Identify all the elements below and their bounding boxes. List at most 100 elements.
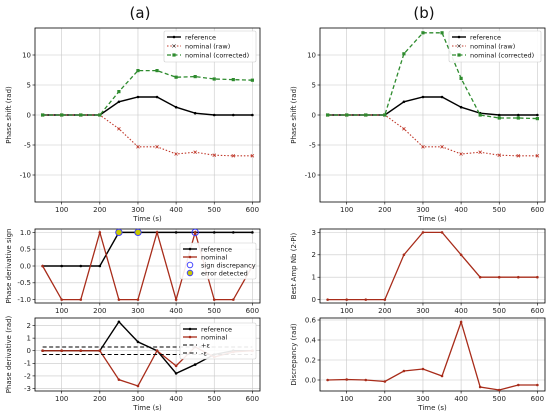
x-tick-label: 400 bbox=[454, 307, 467, 315]
data-point bbox=[497, 153, 502, 157]
y-tick-label: 0 bbox=[312, 111, 316, 119]
data-point bbox=[364, 113, 368, 117]
data-point bbox=[536, 275, 539, 279]
data-point bbox=[98, 231, 102, 234]
legend-marker bbox=[188, 255, 192, 259]
data-point bbox=[41, 113, 45, 117]
data-point bbox=[478, 113, 482, 117]
x-tick-label: 400 bbox=[169, 395, 182, 403]
data-point bbox=[440, 31, 444, 35]
data-point-stroke bbox=[155, 145, 159, 149]
legend-label: nominal bbox=[201, 253, 227, 261]
series-line-nominal-raw- bbox=[327, 114, 538, 157]
data-point bbox=[459, 152, 463, 156]
legend-box bbox=[179, 242, 257, 280]
y-tick-label: -0.5 bbox=[17, 279, 31, 287]
y-tick-label: 3 bbox=[312, 229, 316, 237]
y-tick-label: 0.2 bbox=[305, 356, 316, 364]
x-tick-label: 500 bbox=[493, 395, 506, 403]
legend-label: +ε bbox=[201, 341, 210, 349]
data-point-stroke bbox=[402, 127, 406, 131]
data-point bbox=[212, 113, 216, 117]
data-point bbox=[440, 145, 444, 149]
x-tick-label: 200 bbox=[378, 395, 391, 403]
data-point bbox=[136, 298, 140, 301]
legend-label: nominal (raw) bbox=[185, 42, 230, 50]
data-point bbox=[117, 90, 121, 94]
data-point bbox=[174, 364, 178, 368]
sign-discrepancy-marker bbox=[115, 228, 123, 237]
data-point bbox=[497, 275, 501, 279]
data-point bbox=[212, 298, 216, 301]
axes-frame bbox=[34, 317, 261, 392]
data-point bbox=[98, 349, 102, 353]
data-point bbox=[174, 152, 178, 156]
legend-marker bbox=[172, 35, 176, 39]
series-line-reference bbox=[42, 96, 253, 116]
data-point bbox=[155, 231, 159, 234]
y-tick-label: -5 bbox=[24, 141, 31, 149]
data-point-stroke bbox=[193, 150, 197, 154]
x-tick-label: 400 bbox=[454, 395, 467, 403]
y-tick-label: 0 bbox=[27, 347, 31, 355]
y-axis-label: Phase shift (rad) bbox=[290, 86, 298, 144]
y-tick-label: 2 bbox=[312, 251, 316, 259]
data-point bbox=[326, 113, 330, 117]
series-line-nominal-corrected- bbox=[327, 32, 538, 120]
legend-box bbox=[163, 30, 257, 63]
data-point bbox=[250, 78, 254, 82]
data-point bbox=[98, 264, 102, 268]
y-tick-label: -10 bbox=[20, 171, 31, 179]
data-point bbox=[117, 100, 121, 104]
data-point bbox=[60, 264, 63, 268]
data-point bbox=[459, 320, 463, 324]
y-tick-label: 0.5 bbox=[20, 246, 31, 254]
x-tick-label: 200 bbox=[378, 307, 391, 315]
y-tick-label: 0.0 bbox=[305, 376, 316, 384]
data-point bbox=[232, 113, 235, 117]
data-point bbox=[364, 378, 368, 382]
x-tick-label: 400 bbox=[169, 206, 182, 214]
x-tick-label: 500 bbox=[208, 395, 221, 403]
legend-marker bbox=[188, 335, 192, 339]
data-point bbox=[79, 349, 83, 353]
x-tick-label: 100 bbox=[340, 206, 353, 214]
data-point bbox=[516, 116, 520, 120]
legend-label: nominal (raw) bbox=[470, 42, 515, 50]
x-tick-label: 600 bbox=[531, 206, 544, 214]
y-tick-label: -2 bbox=[24, 372, 31, 380]
legend-label: nominal (corrected) bbox=[470, 51, 534, 59]
data-point bbox=[232, 231, 235, 234]
y-axis-label: Phase shift (rad) bbox=[5, 86, 13, 144]
y-tick-label: 0 bbox=[27, 111, 31, 119]
data-point bbox=[497, 113, 501, 117]
data-point-stroke bbox=[231, 154, 236, 158]
data-point bbox=[383, 380, 387, 383]
data-point bbox=[440, 374, 444, 378]
data-point bbox=[98, 113, 102, 117]
chart-b-bot: 100 200 300 400 500 600 0.0 0.2 0.4 0.6 Time (s) Di… bbox=[290, 316, 546, 412]
y-tick-label: 10 bbox=[22, 51, 31, 59]
panel-title-a: (a) bbox=[130, 4, 151, 22]
data-point bbox=[193, 231, 197, 234]
data-point bbox=[60, 349, 63, 353]
y-tick-label: 10 bbox=[307, 51, 316, 59]
data-point bbox=[345, 113, 349, 117]
y-tick-label: 5 bbox=[27, 81, 31, 89]
x-tick-label: 400 bbox=[169, 307, 182, 315]
data-point bbox=[345, 378, 348, 381]
x-tick-label: 100 bbox=[55, 206, 68, 214]
x-tick-label: 200 bbox=[93, 206, 106, 214]
y-tick-label: -1 bbox=[24, 360, 31, 368]
data-point-stroke bbox=[117, 127, 121, 131]
data-point bbox=[497, 116, 501, 120]
data-point bbox=[60, 298, 63, 301]
data-point bbox=[155, 145, 159, 149]
data-point bbox=[383, 298, 387, 301]
legend-label: reference bbox=[470, 33, 501, 41]
x-tick-label: 200 bbox=[93, 307, 106, 315]
x-tick-label: 100 bbox=[340, 307, 353, 315]
